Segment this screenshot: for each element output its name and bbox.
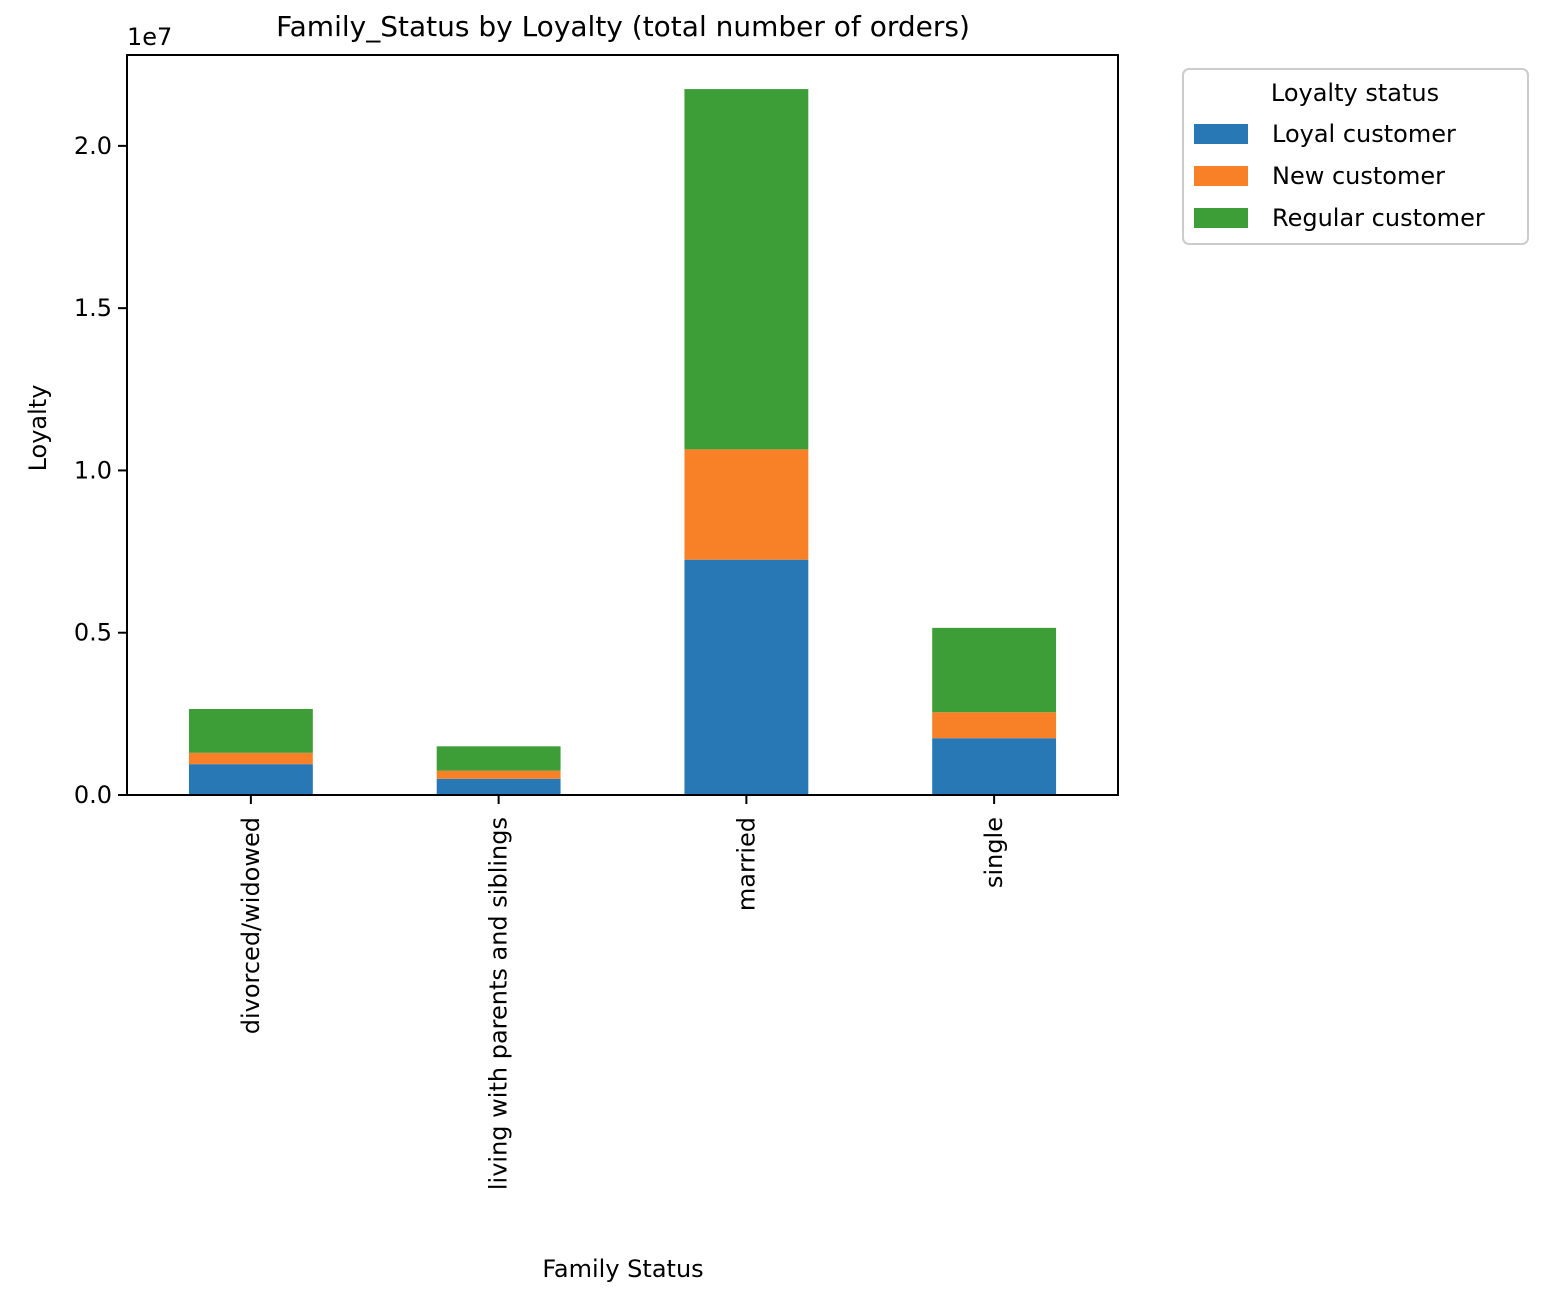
bar-3-series-1 (684, 559, 809, 795)
bar-1-series-3 (188, 708, 313, 753)
bar-3-series-3 (684, 89, 809, 450)
x-axis-title: Family Status (542, 1255, 703, 1283)
y-axis-title: Loyalty (24, 385, 52, 472)
x-tick-label: married (732, 817, 760, 911)
legend-label: Loyal customer (1272, 120, 1456, 148)
x-tick-label: divorced/widowed (237, 817, 265, 1034)
y-tick-label: 2.0 (74, 132, 112, 160)
x-tick-label: living with parents and siblings (485, 817, 513, 1190)
bar-2-series-1 (436, 778, 561, 795)
bar-1-series-2 (188, 752, 313, 765)
y-tick-label: 1.5 (74, 294, 112, 322)
y-offset-label: 1e7 (127, 23, 172, 51)
y-tick-label: 0.0 (74, 781, 112, 809)
plot-frame (126, 54, 1119, 796)
legend-swatch (1194, 166, 1248, 186)
bars-group (188, 89, 1057, 795)
legend: Loyalty status Loyal customer New custome… (1182, 68, 1529, 245)
bar-4-series-3 (932, 627, 1057, 713)
bar-4-series-2 (932, 712, 1057, 739)
y-tick-label: 1.0 (74, 456, 112, 484)
y-axis-ticks: 0.0 0.5 1.0 1.5 2.0 (74, 132, 127, 809)
legend-label: New customer (1272, 162, 1445, 190)
legend-swatch (1194, 124, 1248, 144)
x-tick-label: single (980, 817, 1008, 888)
legend-swatch (1194, 208, 1248, 228)
bar-3-series-2 (684, 449, 809, 560)
legend-label: Regular customer (1272, 204, 1485, 232)
y-tick-label: 0.5 (74, 619, 112, 647)
bar-2-series-2 (436, 770, 561, 779)
bar-4-series-1 (932, 738, 1057, 795)
chart-title: Family_Status by Loyalty (total number o… (276, 10, 970, 43)
bar-1-series-1 (188, 764, 313, 795)
bar-2-series-3 (436, 746, 561, 771)
legend-frame (1182, 68, 1529, 245)
legend-title: Loyalty status (1271, 79, 1439, 107)
x-axis-ticks: divorced/widowed living with parents and … (237, 795, 1008, 1190)
